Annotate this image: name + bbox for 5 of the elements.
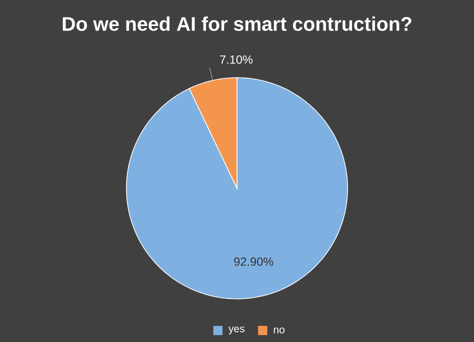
legend-label: no <box>274 327 284 334</box>
legend-label: yes <box>228 326 244 334</box>
data-label: 7.10% <box>220 55 253 64</box>
data-label: 92.90% <box>234 257 274 266</box>
chart-title: Do we need AI for smart contruction? <box>62 16 412 31</box>
